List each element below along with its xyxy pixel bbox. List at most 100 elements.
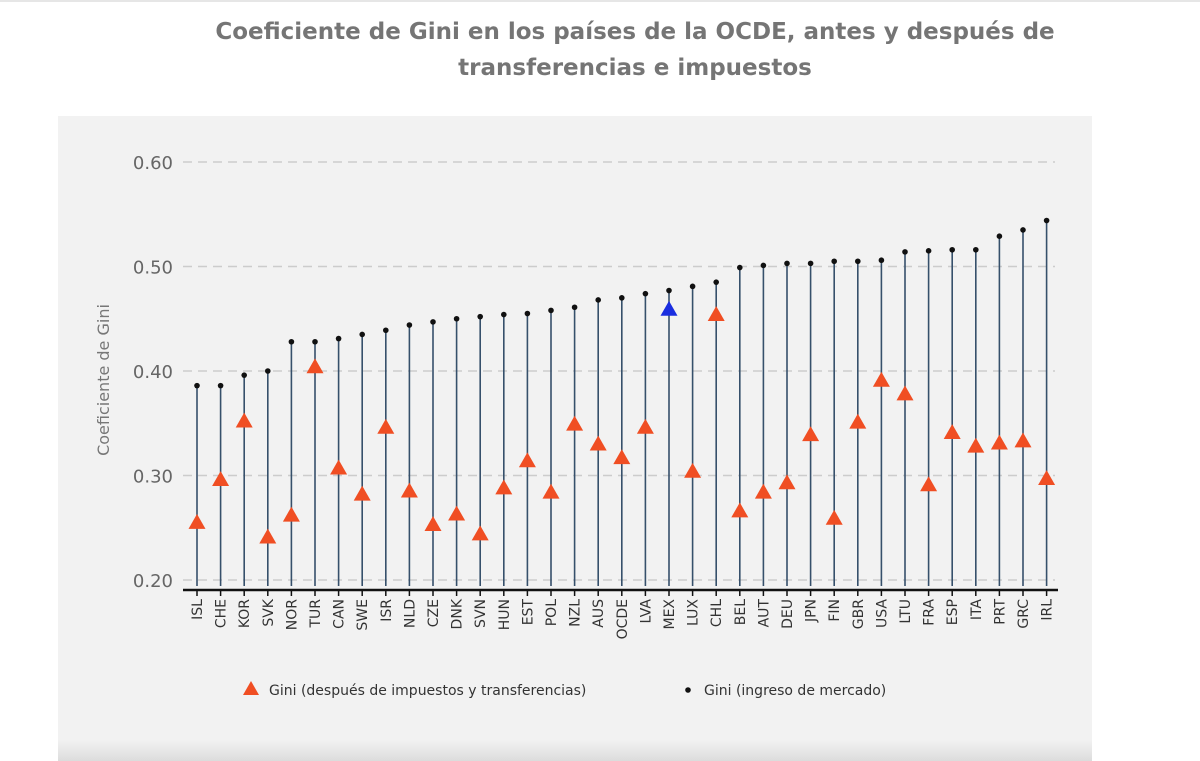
y-tick-label: 0.50 <box>133 258 173 279</box>
market-point-tur <box>312 338 318 345</box>
after-tax-point-che <box>212 471 230 487</box>
market-point-pol <box>548 307 554 314</box>
after-tax-point-isl <box>188 514 206 529</box>
after-tax-point-cze <box>424 516 442 531</box>
after-tax-point-nor <box>282 506 300 522</box>
market-point-ocde <box>619 295 625 301</box>
legend-label-after-tax: Gini (después de impuestos y transferenc… <box>269 683 586 699</box>
market-point-esp <box>949 246 955 253</box>
after-tax-point-ltu <box>896 385 914 401</box>
category-label-ocde: OCDE <box>615 599 631 639</box>
category-label-nld: NLD <box>402 599 418 628</box>
category-label-ita: ITA <box>969 599 985 621</box>
category-label-aut: AUT <box>756 599 772 628</box>
category-label-usa: USA <box>874 599 890 628</box>
market-point-swe <box>359 331 366 338</box>
category-label-hun: HUN <box>497 599 513 630</box>
after-tax-gini-points <box>188 300 1056 544</box>
after-tax-point-can <box>330 459 348 475</box>
category-label-chl: CHL <box>709 599 725 627</box>
market-point-hun <box>501 311 507 318</box>
category-label-prt: PRT <box>992 599 1008 625</box>
market-point-est <box>524 310 531 317</box>
x-axis-ticks <box>196 590 1048 596</box>
category-label-nzl: NZL <box>568 599 584 627</box>
market-point-isl <box>194 382 200 389</box>
market-gini-points <box>194 217 1050 389</box>
after-tax-point-fin <box>825 509 843 525</box>
market-point-chl <box>713 279 719 285</box>
after-tax-point-jpn <box>802 426 820 442</box>
category-label-che: CHE <box>214 599 230 628</box>
category-label-esp: ESP <box>945 599 961 625</box>
market-point-ltu <box>902 249 908 255</box>
after-tax-point-svn <box>471 525 489 541</box>
category-label-kor: KOR <box>237 599 253 628</box>
after-tax-point-mex <box>660 300 678 316</box>
after-tax-point-est <box>518 452 536 468</box>
grid-layer <box>183 161 1055 581</box>
after-tax-point-deu <box>778 474 796 490</box>
x-category-labels: ISL CHE KOR SVK NOR TUR CAN SWE ISR NLD CZE DNK SVN H… <box>190 598 1056 639</box>
category-label-ltu: LTU <box>898 599 914 624</box>
market-point-kor <box>241 372 247 378</box>
market-point-bel <box>737 264 743 271</box>
y-axis-title: Coeficiente de Gini <box>94 304 113 456</box>
category-label-aus: AUS <box>591 599 607 628</box>
market-point-ita <box>973 246 979 253</box>
after-tax-point-isr <box>377 418 395 434</box>
market-point-fin <box>831 258 837 265</box>
after-tax-point-nld <box>400 482 418 498</box>
y-tick-label: 0.40 <box>133 362 173 383</box>
after-tax-point-ocde <box>613 449 631 465</box>
category-label-tur: TUR <box>308 599 324 629</box>
after-tax-point-esp <box>943 424 961 440</box>
market-point-mex <box>666 287 672 294</box>
category-label-jpn: JPN <box>804 599 820 623</box>
after-tax-point-ita <box>967 437 985 453</box>
category-label-can: CAN <box>332 599 348 629</box>
market-point-usa <box>878 257 885 264</box>
y-tick-label: 0.20 <box>133 571 173 592</box>
category-label-est: EST <box>520 599 536 626</box>
after-tax-point-grc <box>1014 432 1032 448</box>
after-tax-point-svk <box>259 528 277 544</box>
market-point-lux <box>689 283 696 290</box>
market-point-aus <box>595 297 601 303</box>
legend: Gini (después de impuestos y transferenc… <box>243 681 886 699</box>
chart-title: Coeficiente de Gini en los países de la … <box>215 19 1055 81</box>
market-point-aut <box>760 262 767 269</box>
market-point-dnk <box>453 315 460 322</box>
market-point-gbr <box>855 258 861 265</box>
bottom-shade <box>58 740 1092 761</box>
after-tax-point-irl <box>1038 470 1056 486</box>
after-tax-point-tur <box>306 358 324 374</box>
category-label-isr: ISR <box>379 599 395 622</box>
market-point-nzl <box>571 304 578 311</box>
category-label-gbr: GBR <box>851 599 867 629</box>
after-tax-point-nzl <box>566 415 584 431</box>
market-point-deu <box>784 260 790 267</box>
after-tax-point-pol <box>542 483 560 499</box>
legend-triangle-icon <box>243 681 259 695</box>
y-tick-label: 0.30 <box>133 467 173 488</box>
category-label-bel: BEL <box>733 599 749 625</box>
category-label-lva: LVA <box>638 599 654 624</box>
after-tax-point-chl <box>707 306 725 321</box>
after-tax-point-aus <box>589 435 607 451</box>
after-tax-point-gbr <box>849 413 867 429</box>
market-point-nor <box>288 338 295 345</box>
market-point-irl <box>1043 217 1050 224</box>
legend-label-market: Gini (ingreso de mercado) <box>704 683 886 699</box>
after-tax-point-prt <box>990 434 1008 450</box>
category-label-pol: POL <box>544 599 560 626</box>
after-tax-point-kor <box>235 412 253 428</box>
category-label-mex: MEX <box>662 599 678 630</box>
after-tax-point-swe <box>353 485 371 501</box>
after-tax-point-dnk <box>448 505 466 521</box>
after-tax-point-fra <box>920 476 938 492</box>
market-point-cze <box>430 319 436 325</box>
market-point-che <box>217 382 224 389</box>
category-label-lux: LUX <box>686 599 702 626</box>
